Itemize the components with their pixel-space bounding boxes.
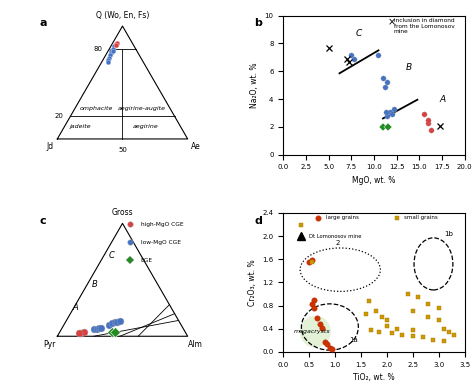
Text: Dt Lomonosov mine: Dt Lomonosov mine (309, 233, 362, 239)
Text: a: a (39, 18, 47, 29)
Text: jadeite: jadeite (70, 124, 91, 129)
X-axis label: MgO, wt. %: MgO, wt. % (352, 176, 396, 185)
Text: ×: × (387, 18, 396, 28)
Text: inclusion in diamond
from the Lomonosov
mine: inclusion in diamond from the Lomonosov … (394, 18, 455, 34)
Text: Pyr: Pyr (43, 340, 55, 349)
Text: 1b: 1b (444, 231, 453, 237)
Text: C: C (109, 251, 115, 260)
Text: Ae: Ae (191, 142, 201, 151)
Text: B: B (406, 63, 412, 72)
Text: small grains: small grains (404, 215, 438, 220)
Y-axis label: Cr₂O₃, wt. %: Cr₂O₃, wt. % (248, 259, 257, 306)
Text: megacrysts: megacrysts (293, 329, 330, 334)
Text: d: d (254, 216, 262, 226)
Text: 2: 2 (335, 240, 339, 246)
Y-axis label: Na₂O, wt. %: Na₂O, wt. % (250, 63, 259, 108)
Text: large grains: large grains (326, 215, 359, 220)
Text: 20: 20 (55, 113, 64, 119)
Text: low-MgO CGE: low-MgO CGE (141, 240, 181, 245)
Text: 50: 50 (118, 147, 127, 153)
Text: aegirine: aegirine (133, 124, 159, 129)
Text: omphacite: omphacite (80, 106, 113, 111)
Text: B: B (91, 280, 97, 289)
Text: Gross: Gross (112, 208, 133, 217)
Text: 1a: 1a (349, 337, 358, 343)
Text: 80: 80 (94, 46, 103, 52)
Text: c: c (39, 216, 46, 226)
Text: b: b (254, 18, 262, 29)
Text: A: A (73, 303, 78, 312)
X-axis label: TiO₂, wt. %: TiO₂, wt. % (353, 373, 395, 382)
Text: Jd: Jd (46, 142, 53, 151)
Text: high-MgO CGE: high-MgO CGE (141, 222, 183, 226)
Text: aegirine-augite: aegirine-augite (118, 106, 166, 111)
Text: EGE: EGE (141, 258, 153, 263)
Text: C: C (356, 29, 362, 38)
Text: Q (Wo, En, Fs): Q (Wo, En, Fs) (96, 11, 149, 20)
Ellipse shape (300, 316, 331, 348)
Text: A: A (439, 95, 445, 104)
Text: Alm: Alm (188, 340, 203, 349)
